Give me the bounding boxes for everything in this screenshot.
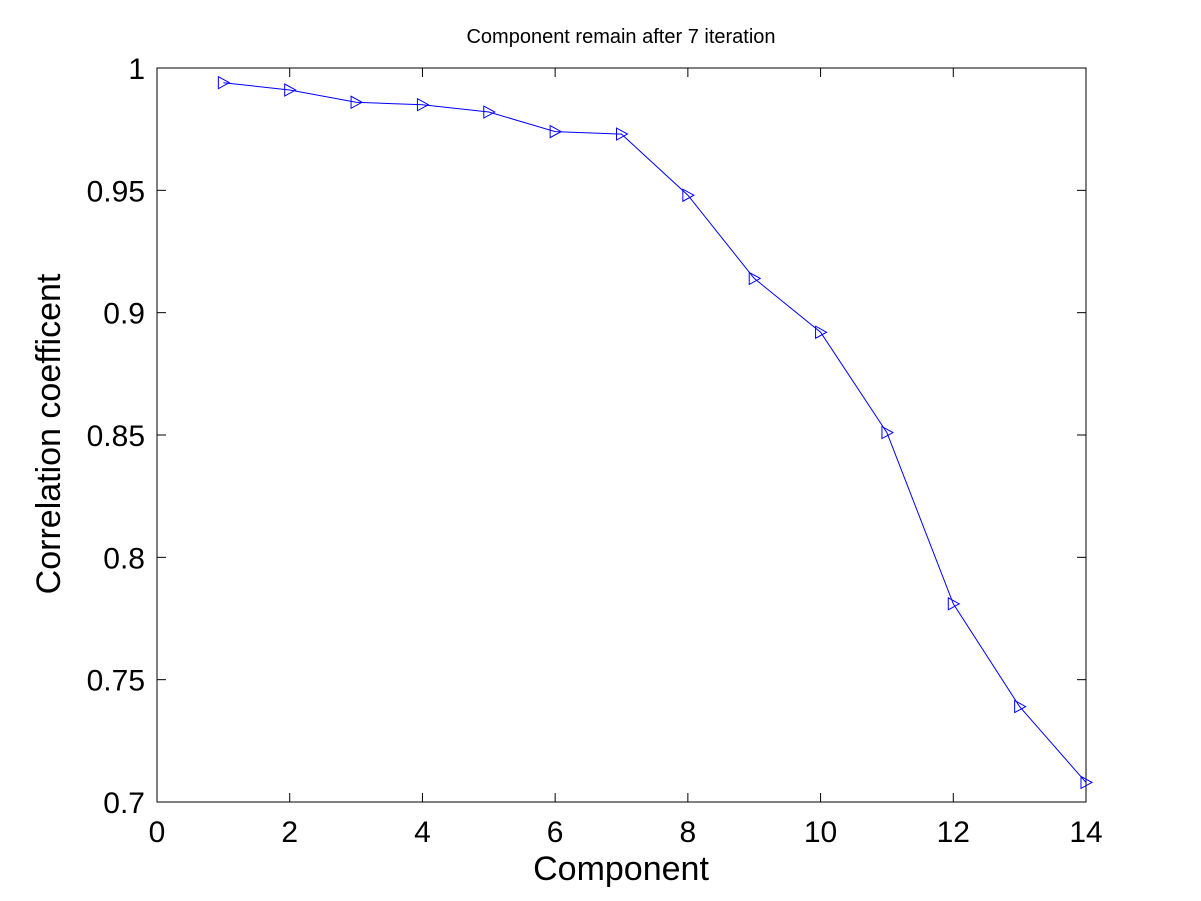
data-point-marker — [284, 83, 297, 97]
data-point-marker — [350, 95, 364, 110]
data-point-marker — [748, 271, 762, 286]
x-tick-label: 10 — [804, 816, 837, 849]
x-tick-label: 2 — [281, 816, 298, 849]
series-line — [223, 82, 1087, 783]
x-axis-label: Component — [533, 850, 709, 888]
y-tick-label: 0.75 — [87, 665, 145, 698]
data-point-marker — [549, 124, 563, 139]
data-point-marker — [1080, 775, 1094, 790]
y-axis-tick-labels: 0.7 0.75 0.8 0.85 0.9 0.95 1 — [87, 53, 145, 820]
x-axis-tick-labels: 0 2 4 6 8 10 12 14 — [149, 816, 1103, 849]
data-point-marker — [815, 325, 828, 340]
chart-title: Component remain after 7 iteration — [466, 26, 775, 48]
plot-area-frame — [156, 67, 1087, 803]
y-tick-label: 0.7 — [103, 787, 145, 820]
y-tick-label: 0.95 — [87, 175, 145, 208]
y-tick-label: 0.85 — [87, 420, 145, 453]
data-point-marker — [483, 105, 496, 119]
y-tick-label: 0.8 — [103, 542, 145, 575]
x-tick-label: 8 — [680, 816, 697, 849]
data-point-marker — [217, 75, 231, 90]
data-point-marker — [1014, 699, 1027, 714]
data-point-marker — [616, 127, 629, 141]
x-tick-label: 4 — [414, 816, 431, 849]
x-tick-label: 6 — [547, 816, 564, 849]
data-point-marker — [881, 425, 894, 440]
x-tick-label: 14 — [1069, 816, 1102, 849]
x-tick-label: 0 — [149, 816, 166, 849]
data-point-marker — [416, 97, 430, 112]
x-tick-label: 12 — [937, 816, 970, 849]
series-group — [217, 75, 1094, 790]
data-point-marker — [947, 596, 961, 611]
y-tick-label: 1 — [128, 53, 145, 86]
data-point-marker — [682, 188, 695, 203]
axis-ticks — [156, 67, 1087, 803]
y-tick-label: 0.9 — [103, 298, 145, 331]
y-axis-label: Correlation coefficent — [30, 273, 68, 594]
